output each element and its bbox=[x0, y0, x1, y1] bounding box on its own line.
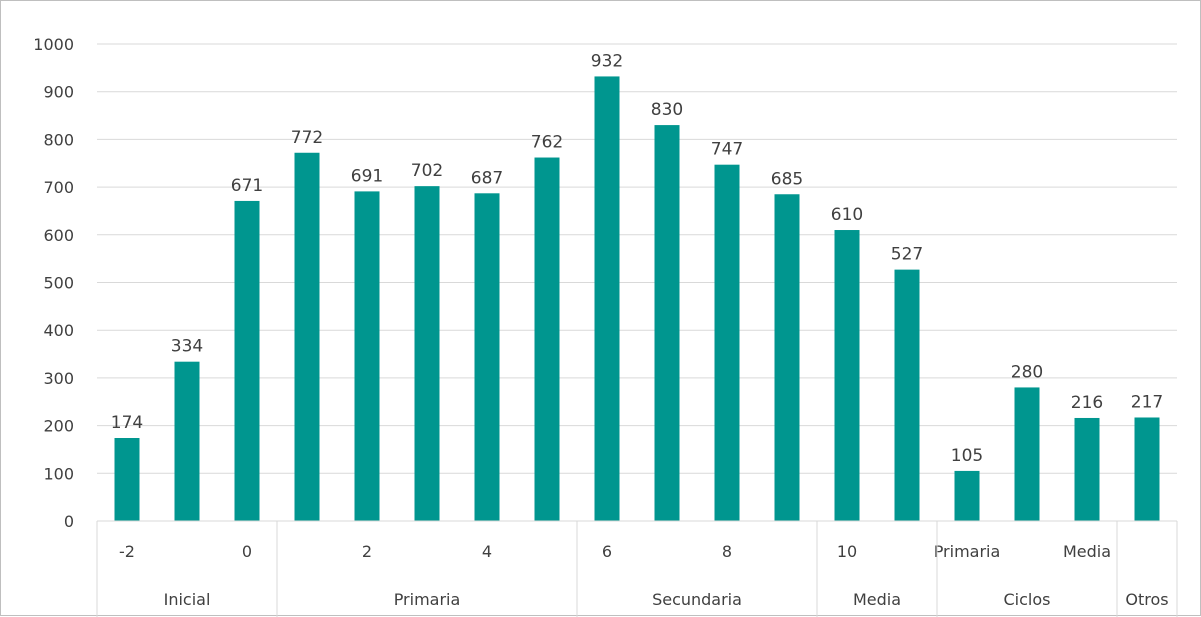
y-tick-label: 200 bbox=[43, 417, 74, 436]
x-tick-label: 8 bbox=[722, 542, 732, 561]
bar-value-label: 105 bbox=[951, 446, 983, 466]
y-tick-label: 100 bbox=[43, 464, 74, 483]
bar bbox=[474, 193, 500, 521]
bar-value-label: 174 bbox=[111, 413, 143, 433]
bar-value-label: 217 bbox=[1131, 392, 1163, 412]
bar bbox=[654, 125, 680, 521]
x-tick-label: 2 bbox=[362, 542, 372, 561]
bar bbox=[294, 152, 320, 522]
x-tick-label: Media bbox=[1063, 542, 1111, 561]
bar-value-label: 216 bbox=[1071, 393, 1103, 413]
x-group-label: Primaria bbox=[394, 590, 461, 609]
bar bbox=[894, 269, 920, 521]
bar bbox=[234, 200, 260, 522]
bar-value-label: 527 bbox=[891, 245, 923, 265]
y-tick-label: 600 bbox=[43, 226, 74, 245]
bar bbox=[534, 157, 560, 521]
x-tick-label: -2 bbox=[119, 542, 135, 561]
bar-value-label: 772 bbox=[291, 128, 323, 148]
bar bbox=[594, 76, 620, 521]
y-tick-label: 500 bbox=[43, 274, 74, 293]
y-tick-label: 700 bbox=[43, 178, 74, 197]
y-tick-label: 300 bbox=[43, 369, 74, 388]
bar-value-label: 687 bbox=[471, 168, 503, 188]
x-tick-label: Primaria bbox=[934, 542, 1001, 561]
bar-value-label: 610 bbox=[831, 205, 863, 225]
bar bbox=[1134, 417, 1160, 521]
x-group-label: Inicial bbox=[164, 590, 211, 609]
x-group-label: Secundaria bbox=[652, 590, 742, 609]
y-tick-label: 1000 bbox=[33, 35, 74, 54]
x-group-label: Media bbox=[853, 590, 901, 609]
bar-value-label: 747 bbox=[711, 140, 743, 160]
bar-value-label: 280 bbox=[1011, 362, 1043, 382]
bar bbox=[174, 361, 200, 521]
bar bbox=[1014, 387, 1040, 521]
bar bbox=[774, 194, 800, 521]
bar bbox=[114, 438, 140, 521]
bar bbox=[834, 230, 860, 521]
x-group-label: Ciclos bbox=[1004, 590, 1051, 609]
x-tick-label: 10 bbox=[837, 542, 857, 561]
y-tick-label: 400 bbox=[43, 321, 74, 340]
y-tick-label: 0 bbox=[64, 512, 74, 531]
bar bbox=[414, 186, 440, 521]
x-tick-label: 0 bbox=[242, 542, 252, 561]
bar-value-label: 702 bbox=[411, 161, 443, 181]
x-tick-label: 4 bbox=[482, 542, 492, 561]
bar-value-label: 685 bbox=[771, 169, 803, 189]
bar-value-label: 691 bbox=[351, 166, 383, 186]
bar bbox=[354, 191, 380, 521]
y-tick-label: 900 bbox=[43, 83, 74, 102]
y-tick-label: 800 bbox=[43, 130, 74, 149]
bar bbox=[1074, 417, 1100, 521]
x-group-label: Otros bbox=[1125, 590, 1168, 609]
bar-value-label: 334 bbox=[171, 337, 203, 357]
bar bbox=[714, 164, 740, 521]
bar-value-label: 762 bbox=[531, 133, 563, 153]
bar-value-label: 932 bbox=[591, 51, 623, 71]
x-tick-label: 6 bbox=[602, 542, 612, 561]
bar bbox=[954, 470, 980, 521]
bar-value-label: 830 bbox=[651, 100, 683, 120]
bar-value-label: 671 bbox=[231, 176, 263, 196]
